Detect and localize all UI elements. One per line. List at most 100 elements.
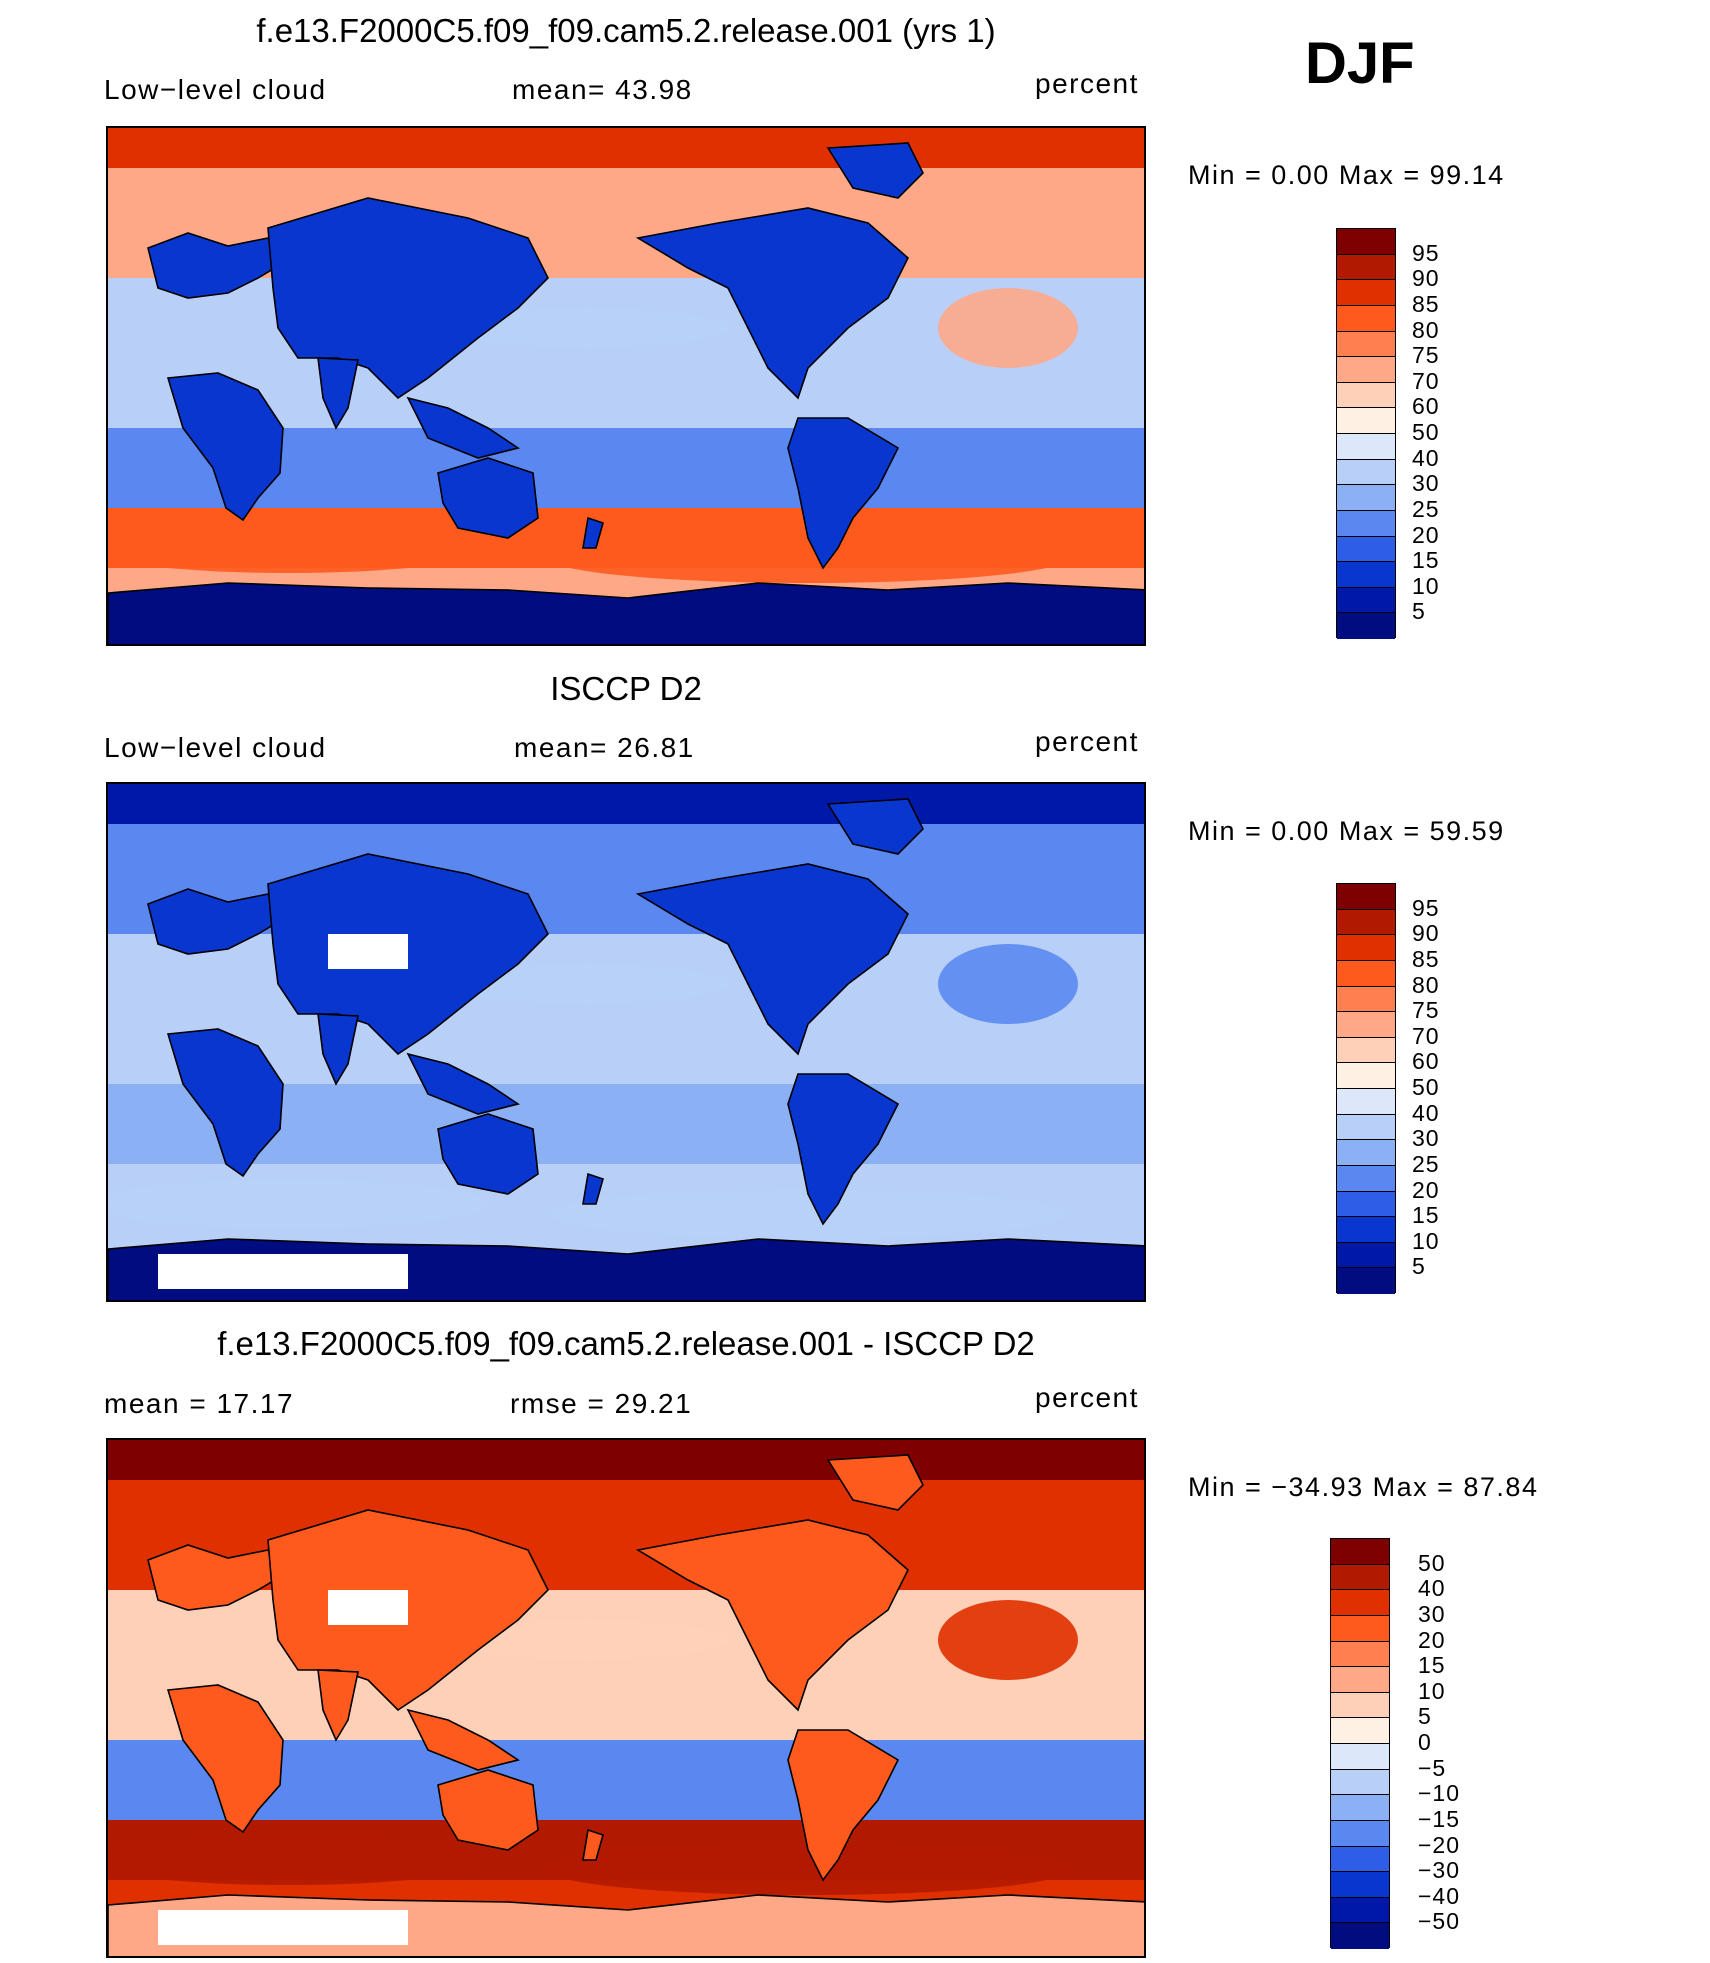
colorbar-tick-label: −10	[1418, 1780, 1461, 1807]
coastline-greenland	[826, 1454, 924, 1511]
colorbar-tick-label: 15	[1412, 1202, 1440, 1229]
colorbar-tick-label: 40	[1412, 444, 1440, 471]
colorbar-swatch	[1337, 357, 1395, 383]
colorbar-tick-label: 30	[1412, 1125, 1440, 1152]
colorbar-swatch	[1331, 1820, 1389, 1847]
colorbar-swatch	[1337, 408, 1395, 434]
panel-1-colorbar	[1336, 228, 1396, 639]
colorbar-swatch	[1337, 986, 1395, 1013]
colorbar-swatch	[1337, 305, 1395, 332]
colorbar-swatch	[1331, 1744, 1389, 1770]
colorbar-swatch	[1331, 1872, 1389, 1898]
coastline-india	[317, 1013, 359, 1086]
colorbar-swatch	[1337, 1268, 1395, 1294]
colorbar-swatch	[1337, 935, 1395, 961]
colorbar-swatch	[1337, 434, 1395, 460]
coastline-newzealand	[582, 1172, 604, 1205]
panel-2-title: ISCCP D2	[550, 670, 702, 707]
colorbar-swatch	[1337, 613, 1395, 639]
colorbar-tick-label: −20	[1418, 1831, 1461, 1858]
colorbar-tick-label: 70	[1412, 1022, 1440, 1049]
coastline-africa	[166, 1684, 284, 1834]
colorbar-swatch	[1331, 1718, 1389, 1744]
panel-1-minmax: Min = 0.00 Max = 99.14	[1188, 160, 1505, 190]
coastline-europe	[147, 232, 285, 299]
colorbar-tick-label: 30	[1418, 1600, 1446, 1627]
colorbar-tick-label: 20	[1412, 521, 1440, 548]
colorbar-swatch	[1337, 909, 1395, 936]
panel-2-map	[106, 782, 1146, 1302]
colorbar-swatch	[1331, 1564, 1389, 1591]
colorbar-swatch	[1337, 1063, 1395, 1089]
coastline-antarctica	[108, 582, 1144, 644]
panel-1-mean-label: mean= 43.98	[512, 74, 693, 105]
colorbar-swatch	[1337, 1217, 1395, 1243]
colorbar-swatch	[1331, 1667, 1389, 1693]
colorbar-tick-label: 20	[1412, 1176, 1440, 1203]
colorbar-tick-label: 5	[1412, 598, 1426, 625]
colorbar-swatch	[1337, 510, 1395, 537]
panel-1-units-label: percent	[1035, 68, 1139, 99]
map-field	[108, 784, 1144, 1300]
colorbar-swatch	[1331, 1897, 1389, 1924]
colorbar-tick-label: 15	[1418, 1652, 1446, 1679]
coastline-australia	[437, 1113, 539, 1195]
colorbar-tick-label: 25	[1412, 495, 1440, 522]
colorbar-tick-label: −5	[1418, 1754, 1447, 1781]
colorbar-swatch	[1337, 1114, 1395, 1141]
colorbar-swatch	[1337, 485, 1395, 511]
colorbar-swatch	[1337, 1012, 1395, 1038]
colorbar-swatch	[1337, 229, 1395, 255]
colorbar-swatch	[1331, 1846, 1389, 1873]
colorbar-swatch	[1337, 331, 1395, 358]
colorbar-swatch	[1337, 884, 1395, 910]
colorbar-swatch	[1337, 960, 1395, 987]
colorbar-tick-label: 70	[1412, 367, 1440, 394]
map-field	[108, 128, 1144, 644]
panel-3-map	[106, 1438, 1146, 1958]
panel-3-units-label: percent	[1035, 1382, 1139, 1413]
colorbar-swatch	[1331, 1769, 1389, 1796]
colorbar-tick-label: 10	[1412, 572, 1440, 599]
colorbar-tick-label: 10	[1412, 1227, 1440, 1254]
coastline-australia	[437, 457, 539, 539]
colorbar-tick-label: 30	[1412, 470, 1440, 497]
coastline-newzealand	[582, 1828, 604, 1861]
colorbar-tick-label: 10	[1418, 1677, 1446, 1704]
colorbar-tick-label: −50	[1418, 1908, 1461, 1935]
colorbar-tick-label: 50	[1418, 1549, 1446, 1576]
colorbar-tick-label: 85	[1412, 290, 1440, 317]
colorbar-tick-label: −15	[1418, 1805, 1461, 1832]
colorbar-tick-label: 5	[1418, 1703, 1432, 1730]
coastline-australia	[437, 1769, 539, 1851]
colorbar-swatch	[1337, 1037, 1395, 1064]
coastline-newzealand	[582, 516, 604, 549]
colorbar-tick-label: −30	[1418, 1857, 1461, 1884]
panel-3-mean-label: mean = 17.17	[104, 1388, 295, 1419]
coastline-europe	[147, 1544, 285, 1611]
coastline-namerica	[635, 1519, 909, 1712]
colorbar-swatch	[1337, 1165, 1395, 1192]
panel-2-mean-label: mean= 26.81	[514, 732, 695, 763]
colorbar-tick-label: 40	[1418, 1575, 1446, 1602]
panel-2-variable-label: Low−level cloud	[104, 732, 327, 763]
colorbar-tick-label: 75	[1412, 997, 1440, 1024]
colorbar-tick-label: 95	[1412, 894, 1440, 921]
coastline-india	[317, 1669, 359, 1742]
colorbar-swatch	[1337, 587, 1395, 614]
panel-3-colorbar	[1330, 1538, 1390, 1949]
panel-1-title: f.e13.F2000C5.f09_f09.cam5.2.release.001…	[256, 12, 996, 49]
colorbar-tick-label: 80	[1412, 971, 1440, 998]
colorbar-swatch	[1331, 1641, 1389, 1668]
season-label: DJF	[1305, 31, 1415, 96]
coastline-greenland	[826, 142, 924, 199]
colorbar-tick-label: 60	[1412, 393, 1440, 420]
colorbar-swatch	[1337, 562, 1395, 588]
coastline-samerica	[787, 1073, 900, 1226]
colorbar-swatch	[1337, 1140, 1395, 1166]
colorbar-tick-label: 15	[1412, 547, 1440, 574]
colorbar-tick-label: 90	[1412, 920, 1440, 947]
colorbar-tick-label: 90	[1412, 265, 1440, 292]
coastline-africa	[166, 1028, 284, 1178]
colorbar-tick-label: 95	[1412, 239, 1440, 266]
